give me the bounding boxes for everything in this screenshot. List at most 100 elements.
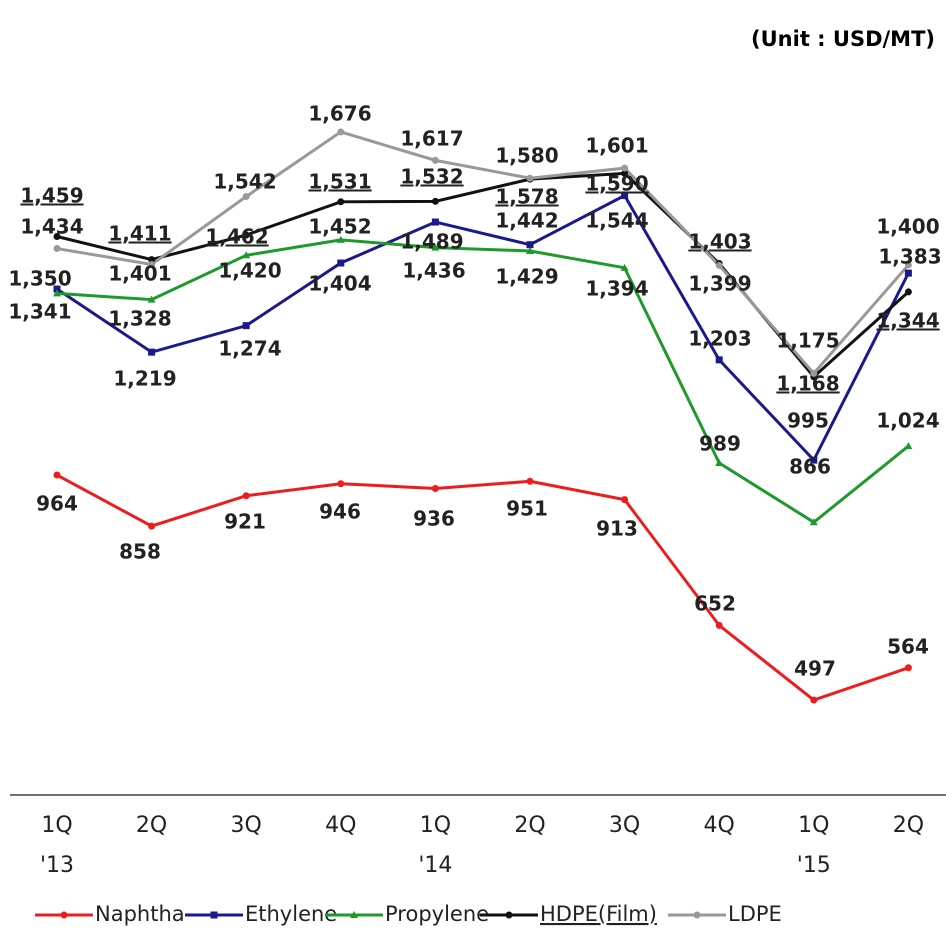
x-tick-label: 1Q	[798, 813, 829, 838]
legend-label: Propylene	[385, 902, 489, 926]
marker	[53, 285, 61, 293]
marker	[148, 348, 156, 356]
marker	[210, 911, 218, 919]
marker	[810, 696, 818, 704]
marker	[715, 458, 724, 466]
legend-label: Naphtha	[95, 902, 185, 926]
marker	[431, 485, 439, 493]
data-label: 1,532	[400, 165, 463, 189]
marker	[337, 128, 345, 136]
marker	[810, 369, 818, 377]
marker	[621, 496, 629, 504]
data-label: 1,617	[400, 127, 463, 151]
x-tick-label: 3Q	[609, 813, 640, 838]
data-label: 1,024	[876, 409, 939, 433]
data-label: 1,436	[402, 259, 465, 283]
data-label: 989	[699, 432, 741, 456]
data-label: 1,341	[8, 300, 71, 324]
marker	[53, 289, 61, 297]
data-label: 1,344	[876, 309, 939, 333]
series-line	[56, 193, 910, 463]
unit-label: (Unit : USD/MT)	[751, 27, 935, 51]
marker	[60, 911, 68, 919]
marker	[693, 911, 701, 919]
marker	[337, 198, 345, 206]
data-label: 1,401	[108, 262, 171, 286]
data-label: 1,544	[585, 209, 648, 233]
data-label: 995	[787, 409, 829, 433]
marker	[431, 243, 440, 251]
marker	[621, 169, 629, 177]
marker	[336, 235, 345, 243]
x-tick-label: 2Q	[136, 813, 167, 838]
marker	[904, 664, 912, 672]
marker	[431, 197, 439, 205]
marker	[350, 911, 358, 918]
x-tick-label: 4Q	[325, 813, 356, 838]
marker	[526, 246, 534, 254]
data-label: 936	[413, 507, 455, 531]
data-label: 946	[319, 500, 361, 524]
marker	[715, 261, 723, 269]
marker	[337, 480, 345, 488]
x-tick-label: 2Q	[514, 813, 545, 838]
data-label: 1,219	[113, 367, 176, 391]
data-label: 858	[119, 540, 161, 564]
marker	[526, 174, 534, 182]
data-label: 1,328	[108, 307, 171, 331]
marker	[621, 192, 629, 200]
marker	[526, 241, 534, 249]
marker	[53, 471, 61, 479]
x-tick-label: 1Q	[420, 813, 451, 838]
marker	[242, 231, 250, 239]
data-label: 1,411	[108, 222, 171, 246]
data-label: 1,452	[308, 215, 371, 239]
legend-label: HDPE(Film)	[540, 902, 657, 926]
data-label: 1,394	[585, 277, 648, 301]
marker	[620, 263, 629, 271]
data-label: 964	[36, 492, 78, 516]
x-tick-label: 4Q	[704, 813, 735, 838]
data-label: 1,676	[308, 102, 371, 126]
data-label: 1,580	[495, 144, 558, 168]
data-label: 921	[224, 510, 266, 534]
data-label: 1,400	[876, 215, 939, 239]
marker	[242, 193, 250, 201]
data-label: 1,203	[688, 327, 751, 351]
marker	[53, 245, 61, 253]
data-label: 1,434	[20, 215, 83, 239]
data-label: 652	[694, 592, 736, 616]
marker	[904, 442, 913, 450]
data-label: 951	[506, 497, 548, 521]
marker	[904, 269, 912, 277]
marker	[431, 218, 439, 226]
data-label: 1,168	[776, 372, 839, 396]
marker	[904, 261, 912, 269]
marker	[431, 156, 439, 164]
data-label: 564	[887, 635, 929, 659]
series-line	[56, 238, 910, 525]
marker	[147, 295, 156, 303]
data-label: 1,601	[585, 134, 648, 158]
marker	[242, 251, 251, 259]
data-label: 866	[789, 455, 831, 479]
data-label: 1,462	[205, 225, 268, 249]
data-label: 1,175	[776, 329, 839, 353]
data-label: 1,383	[878, 245, 941, 269]
marker	[53, 233, 61, 241]
data-label: 1,403	[688, 230, 751, 254]
marker	[148, 522, 156, 530]
marker	[810, 456, 818, 464]
marker	[337, 259, 345, 267]
data-label: 1,578	[495, 185, 558, 209]
data-label: 1,420	[218, 259, 281, 283]
marker	[242, 492, 250, 500]
data-label: 1,459	[20, 184, 83, 208]
marker	[148, 260, 156, 268]
marker	[621, 164, 629, 172]
x-tick-sublabel: '14	[418, 853, 452, 878]
x-tick-label: 2Q	[893, 813, 924, 838]
marker	[904, 288, 912, 296]
data-label: 1,274	[218, 337, 281, 361]
